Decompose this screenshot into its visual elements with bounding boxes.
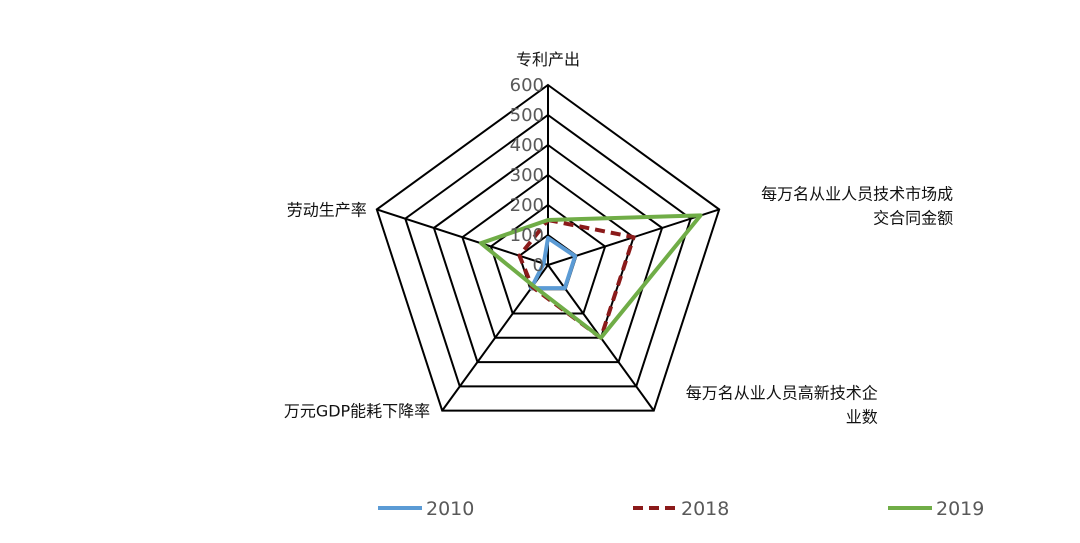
axis-label-1-line-1: 交合同金额 — [873, 208, 953, 227]
axis-label-3-line-0: 万元GDP能耗下降率 — [284, 402, 430, 421]
series-2019 — [479, 213, 703, 340]
grid-ring-4 — [432, 143, 664, 364]
grid-ring-5 — [404, 113, 692, 388]
legend-label-2018: 2018 — [681, 498, 729, 520]
axis-label-2-line-1: 业数 — [846, 408, 878, 427]
grid-ring-6 — [375, 83, 721, 412]
axis-label-1-line-0: 每万名从业人员技术市场成 — [761, 184, 953, 203]
axis-label-4-line-0: 劳动生产率 — [287, 200, 367, 219]
tick-label-100: 100 — [510, 225, 544, 246]
tick-label-500: 500 — [510, 105, 544, 126]
axis-label-0-line-0: 专利产出 — [516, 50, 580, 69]
tick-label-400: 400 — [510, 135, 544, 156]
tick-label-600: 600 — [510, 75, 544, 96]
tick-label-200: 200 — [510, 195, 544, 216]
grid-ring-2 — [489, 203, 607, 315]
axis-label-2-line-0: 每万名从业人员高新技术企 — [686, 384, 878, 403]
radar-tick-labels: 0 100 200 300 400 500 600 — [510, 75, 544, 276]
radar-series — [479, 213, 703, 340]
series-2018 — [517, 218, 636, 340]
legend-label-2010: 2010 — [426, 498, 474, 520]
grid-ring-3 — [461, 173, 635, 339]
tick-label-300: 300 — [510, 165, 544, 186]
legend: 2010 2018 2019 — [378, 498, 984, 520]
series-2010 — [529, 236, 578, 291]
tick-label-0: 0 — [533, 255, 544, 276]
legend-label-2019: 2019 — [936, 498, 984, 520]
